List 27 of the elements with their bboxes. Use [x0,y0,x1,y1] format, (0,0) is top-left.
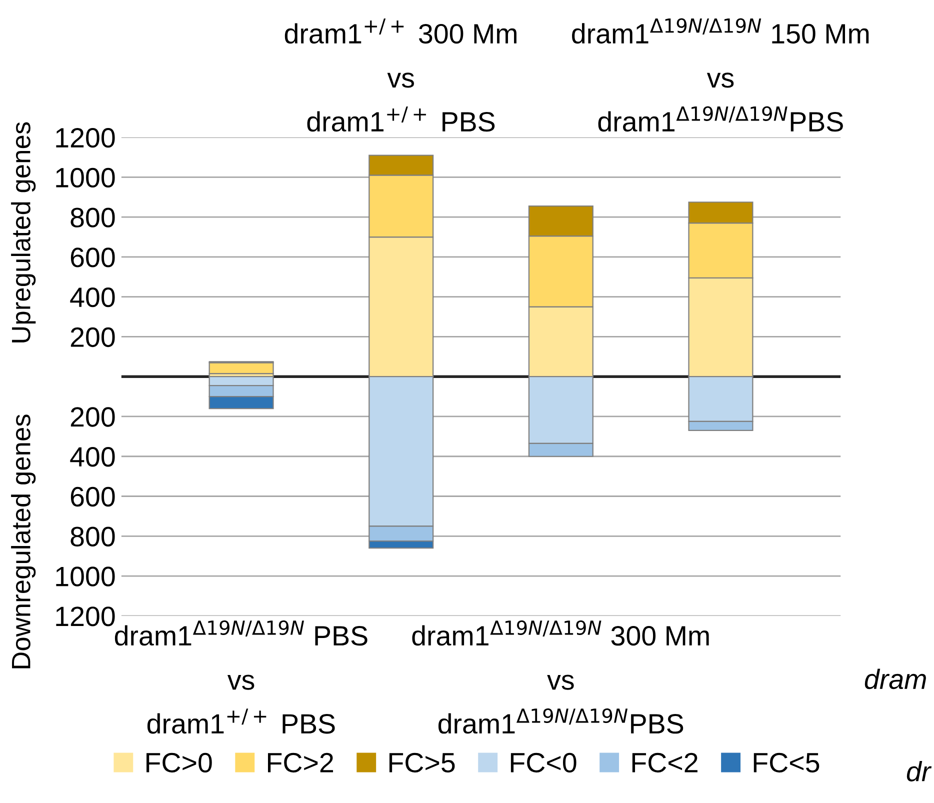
y-tick-label: 200 [70,407,115,427]
y-tick-label: 1200 [56,128,115,148]
legend-label: FC>5 [389,752,455,773]
bar [208,362,274,374]
y-tick-label: 600 [70,248,115,268]
legend-label: FC<0 [510,752,576,773]
category-label: dram1$^{Δ19N/Δ19N}$ 300 Mm vs dram1$^{Δ19N/Δ19N}$PBS [412,620,709,734]
y-tick-label: 400 [70,447,115,467]
y-tick-label: 800 [70,526,115,546]
legend-label: FC>2 [268,752,334,773]
text: dram [864,668,926,690]
y-tick-label: 600 [70,486,115,507]
text: dr [906,761,932,782]
x-tick-label: dram1$^{+/+}$ 300 Mm vs dram1$^{+/+}$ PBS [284,18,516,132]
y-tick-label: 1000 [56,566,115,586]
legend-label: FC<2 [632,752,698,773]
legend-label: FC<5 [754,752,820,773]
y-tick-label: 800 [70,208,115,228]
category-label: dram1$^{Δ19N/Δ19N}$ 150 Mm vs dram1$^{Δ19N/Δ19N}$PBS [572,18,869,132]
y-tick-label: 1000 [56,168,115,188]
y-tick-label: 200 [70,327,115,348]
text: Downregulated genes [11,414,36,668]
category-label: dram1$^{Δ19N/Δ19N}$ PBS vs dram1$^{+/+}$ PBS [114,620,368,734]
legend-label: FC>0 [146,752,212,773]
y-tick-label: 400 [70,288,115,308]
y-axis-title: Upregulated genes [11,122,36,342]
y-tick-label: 1200 [56,606,115,626]
